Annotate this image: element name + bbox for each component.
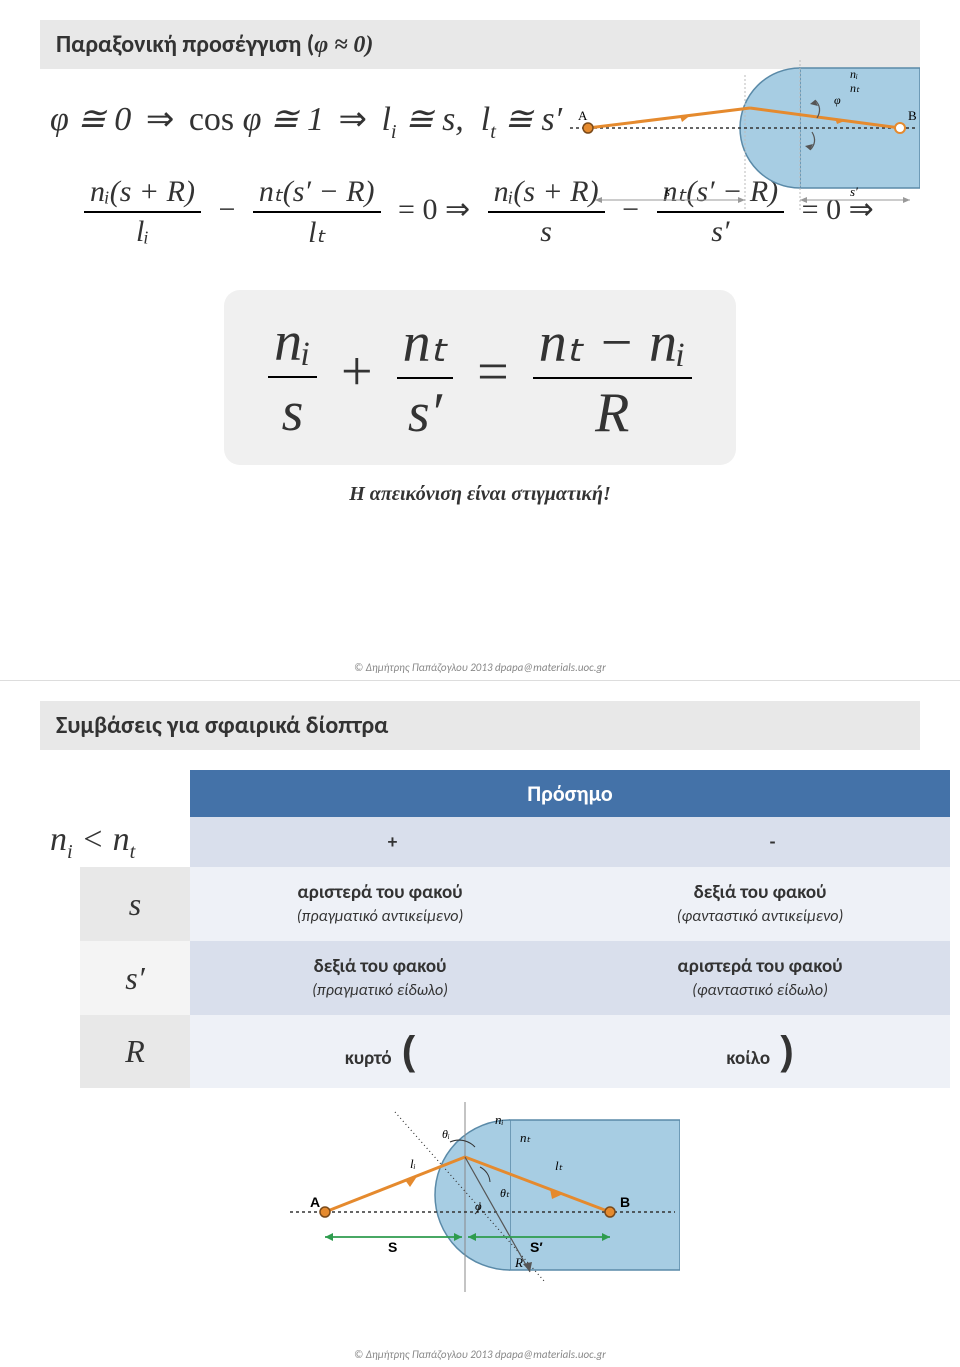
frac1: nᵢ(s + R) lᵢ	[84, 175, 201, 249]
label-B: B	[908, 108, 917, 123]
box-f2-den: s′	[397, 379, 454, 445]
cell-sp-minus: αριστερά του φακού (φανταστικό είδωλο)	[570, 941, 950, 1015]
label-lt: lₜ	[555, 1158, 564, 1173]
frac2-den: lₜ	[253, 213, 381, 250]
label-phi: φ	[834, 93, 841, 107]
box-frac2: nₜ s′	[397, 310, 454, 445]
cell-sub: (πραγματικό είδωλο)	[312, 981, 448, 1000]
sign-convention-body: s αριστερά του φακού (πραγματικό αντικεί…	[80, 867, 950, 1088]
inequality-ni-nt: ni < nt	[50, 821, 135, 864]
col-minus: -	[595, 817, 950, 868]
frac1-num: nᵢ(s + R)	[84, 175, 201, 213]
table-header: Πρόσημο	[190, 770, 950, 817]
label-s: s	[665, 184, 670, 199]
cell-sub: (φανταστικό αντικείμενο)	[677, 907, 844, 926]
label-A: A	[310, 1194, 320, 1210]
eq1-li: li ≅ s, lt ≅ s′	[381, 101, 562, 138]
paraxial-diagram: A B nᵢ nₜ φ s s′	[550, 60, 920, 210]
label-li: lᵢ	[410, 1156, 416, 1171]
label-sp: S′	[530, 1239, 543, 1255]
cell-R-minus: κοίλο )	[570, 1015, 950, 1088]
label-s: S	[388, 1239, 397, 1255]
label-B: B	[620, 1194, 630, 1210]
row-label-sprime: s′	[80, 941, 190, 1015]
cell-main: κοίλο	[726, 1047, 770, 1070]
label-nt: nₜ	[850, 81, 860, 95]
eq0a: = 0 ⇒	[398, 193, 470, 226]
box-eq: =	[477, 341, 509, 403]
sign-convention-table: Πρόσημο + -	[190, 770, 950, 868]
frac4-den: s′	[657, 213, 785, 249]
box-f1-num: nᵢ	[268, 310, 317, 378]
row-label-s: s	[80, 867, 190, 941]
frac1-den: lᵢ	[84, 213, 201, 249]
box-frac1: nᵢ s	[268, 310, 317, 444]
box-frac3: nₜ − nᵢ R	[533, 310, 692, 445]
cell-sub: (πραγματικό αντικείμενο)	[297, 907, 464, 926]
table-sign-row: + -	[190, 817, 950, 868]
eq1-arrow1: ⇒	[146, 101, 175, 138]
label-thetai: θᵢ	[442, 1127, 450, 1141]
col-plus: +	[190, 817, 595, 868]
frac3-den: s	[488, 213, 605, 249]
eq1-arrow2: ⇒	[338, 101, 367, 138]
label-R: R	[514, 1255, 523, 1270]
eq1-cos: cos cos φ ≅ 1φ ≅ 1	[189, 101, 324, 138]
label-sp: s′	[850, 184, 858, 199]
label-A: A	[578, 108, 588, 123]
cell-main: δεξιά του φακού	[694, 881, 827, 904]
frac2-num: nₜ(s′ − R)	[253, 174, 381, 213]
label-nt: nₜ	[520, 1130, 532, 1145]
table-row: s′ δεξιά του φακού (πραγματικό είδωλο) α…	[80, 941, 950, 1015]
title-main: Παραξονική προσέγγιση (	[56, 30, 314, 59]
cell-sub: (φανταστικό είδωλο)	[692, 981, 828, 1000]
footer1: © Δημήτρης Παπάζογλου 2013 dpapa@materia…	[0, 661, 960, 674]
minus1: −	[218, 193, 235, 226]
box-f1-den: s	[268, 378, 317, 444]
title-phi: φ ≈ 0)	[314, 32, 373, 58]
paren-icon: (	[402, 1029, 415, 1073]
cell-R-plus: κυρτό (	[190, 1015, 570, 1088]
cell-s-minus: δεξιά του φακού (φανταστικό αντικείμενο)	[570, 867, 950, 941]
cell-sp-plus: δεξιά του φακού (πραγματικό είδωλο)	[190, 941, 570, 1015]
table-row: R κυρτό ( κοίλο )	[80, 1015, 950, 1088]
caption-stigmatic: Η απεικόνιση είναι στιγματική!	[40, 483, 920, 506]
frac2: nₜ(s′ − R) lₜ	[253, 174, 381, 250]
table-header-row: Πρόσημο	[190, 770, 950, 817]
label-ni: nᵢ	[850, 67, 858, 81]
cell-main: αριστερά του φακού	[678, 955, 843, 978]
label-ni: nᵢ	[495, 1112, 504, 1127]
slide2-title: Συμβάσεις για σφαιρικά δίοπτρα	[40, 701, 920, 750]
eq1-lhs: φ ≅ 0	[50, 101, 131, 138]
refraction-diagram: S S′ A B nᵢ nₜ lᵢ lₜ θᵢ θₜ φ R	[280, 1102, 680, 1292]
cell-s-plus: αριστερά του φακού (πραγματικό αντικείμε…	[190, 867, 570, 941]
box-f2-num: nₜ	[397, 310, 454, 379]
label-thetat: θₜ	[500, 1186, 510, 1200]
table-row: s αριστερά του φακού (πραγματικό αντικεί…	[80, 867, 950, 941]
box-f3-den: R	[533, 379, 692, 445]
slide-conventions: Συμβάσεις για σφαιρικά δίοπτρα ni < nt Π…	[0, 680, 960, 1367]
label-phi: φ	[475, 1199, 482, 1213]
slide-paraxial: Παραξονική προσέγγιση (φ ≈ 0) A B nᵢ nₜ …	[0, 0, 960, 680]
cell-main: κυρτό	[345, 1047, 392, 1070]
result-equation-box: nᵢ s + nₜ s′ = nₜ − nᵢ R	[224, 290, 736, 465]
box-plus: +	[341, 341, 373, 403]
cell-main: δεξιά του φακού	[314, 955, 447, 978]
paren-icon: )	[780, 1029, 793, 1073]
box-f3-num: nₜ − nᵢ	[533, 310, 692, 379]
row-label-R: R	[80, 1015, 190, 1088]
footer2: © Δημήτρης Παπάζογλου 2013 dpapa@materia…	[0, 1348, 960, 1361]
cell-main: αριστερά του φακού	[298, 881, 463, 904]
